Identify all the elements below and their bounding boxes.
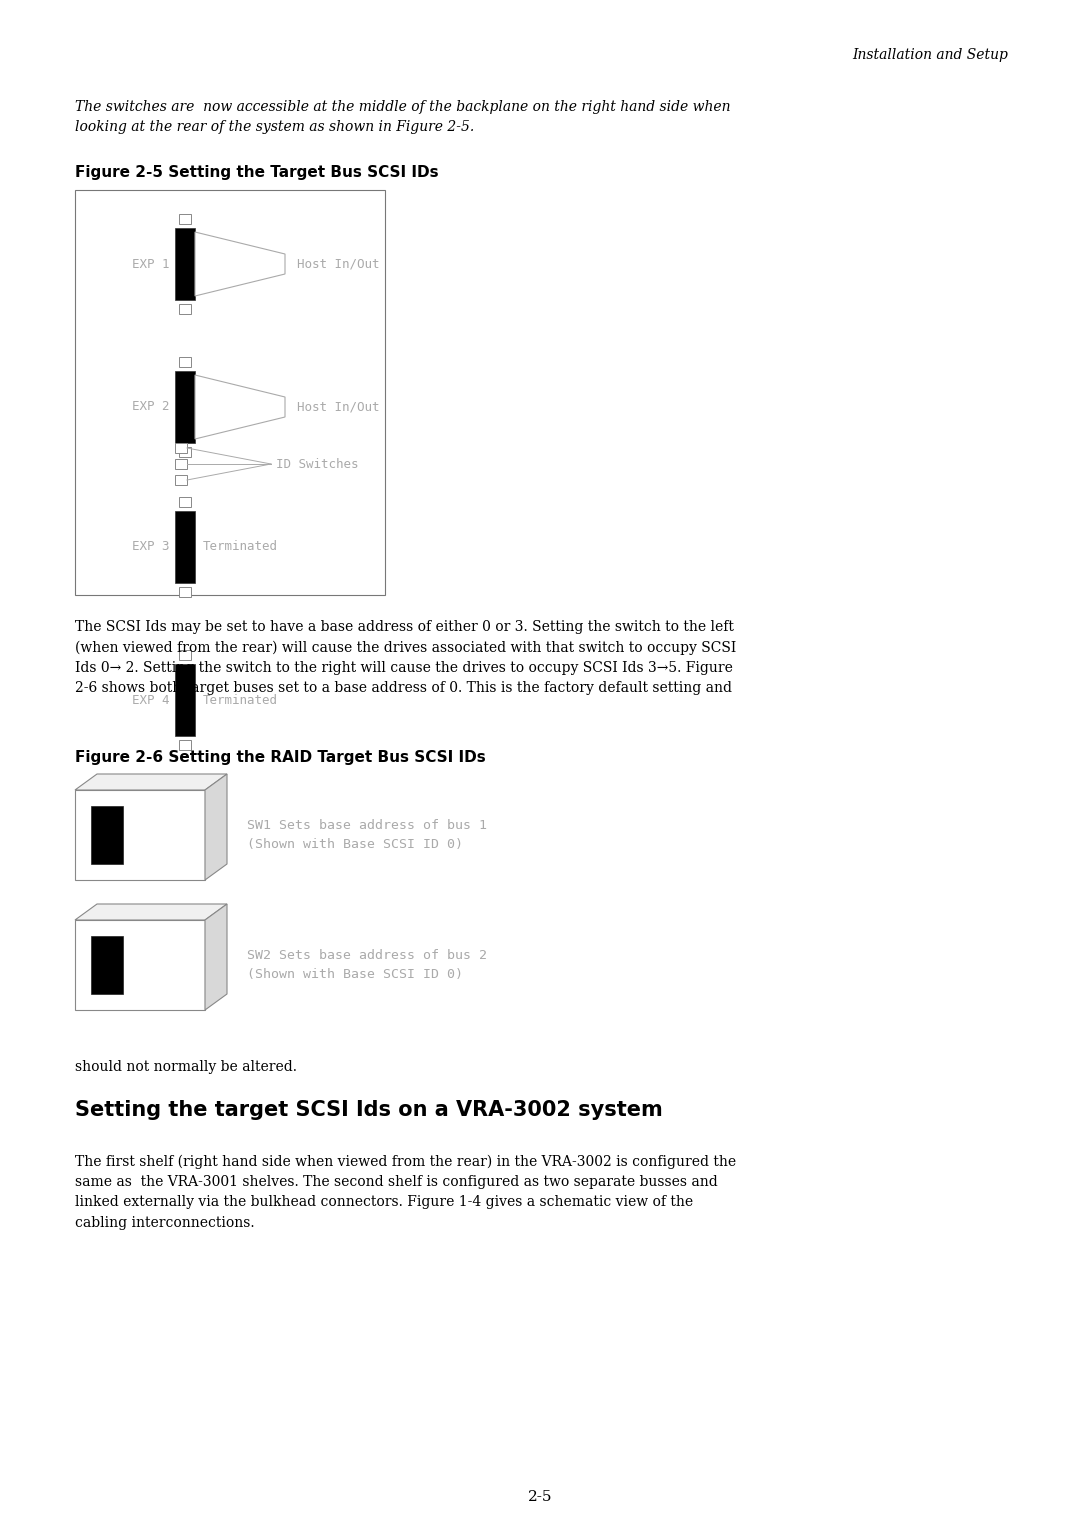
Text: ID Switches: ID Switches: [276, 457, 359, 471]
Text: The switches are  now accessible at the middle of the backplane on the right han: The switches are now accessible at the m…: [75, 99, 730, 135]
Bar: [75, 190, 384, 595]
Text: Terminated: Terminated: [203, 540, 278, 553]
Bar: [179, 356, 191, 367]
Bar: [75, 790, 205, 881]
Bar: [175, 511, 195, 583]
Text: 2-5: 2-5: [528, 1489, 552, 1505]
Text: should not normally be altered.: should not normally be altered.: [75, 1060, 297, 1073]
Bar: [179, 446, 191, 457]
Bar: [175, 476, 187, 485]
Bar: [75, 920, 205, 1011]
Polygon shape: [195, 232, 285, 297]
Polygon shape: [205, 774, 227, 881]
Text: EXP 4: EXP 4: [132, 694, 168, 706]
Polygon shape: [75, 774, 227, 790]
Bar: [175, 228, 195, 300]
Text: The first shelf (right hand side when viewed from the rear) in the VRA-3002 is c: The first shelf (right hand side when vi…: [75, 1154, 737, 1229]
Polygon shape: [205, 904, 227, 1011]
Text: EXP 2: EXP 2: [132, 401, 168, 413]
Bar: [175, 443, 187, 453]
Bar: [175, 372, 195, 443]
Text: Terminated: Terminated: [203, 694, 278, 706]
Bar: [175, 664, 195, 735]
Text: EXP 1: EXP 1: [132, 257, 168, 271]
Text: Host In/Out: Host In/Out: [297, 401, 379, 413]
Bar: [91, 936, 123, 994]
Text: Figure 2-5 Setting the Target Bus SCSI IDs: Figure 2-5 Setting the Target Bus SCSI I…: [75, 165, 438, 180]
Bar: [179, 587, 191, 596]
Polygon shape: [195, 375, 285, 439]
Bar: [179, 304, 191, 313]
Bar: [179, 497, 191, 508]
Bar: [179, 214, 191, 225]
Text: Host In/Out: Host In/Out: [297, 257, 379, 271]
Bar: [179, 740, 191, 751]
Text: SW1 Sets base address of bus 1
(Shown with Base SCSI ID 0): SW1 Sets base address of bus 1 (Shown wi…: [247, 820, 487, 852]
Text: The SCSI Ids may be set to have a base address of either 0 or 3. Setting the swi: The SCSI Ids may be set to have a base a…: [75, 619, 737, 694]
Polygon shape: [75, 904, 227, 920]
Text: Installation and Setup: Installation and Setup: [852, 47, 1008, 63]
Text: Setting the target SCSI Ids on a VRA-3002 system: Setting the target SCSI Ids on a VRA-300…: [75, 1099, 663, 1121]
Bar: [179, 650, 191, 661]
Text: Figure 2-6 Setting the RAID Target Bus SCSI IDs: Figure 2-6 Setting the RAID Target Bus S…: [75, 751, 486, 764]
Bar: [91, 806, 123, 864]
Bar: [175, 459, 187, 469]
Text: EXP 3: EXP 3: [132, 540, 168, 553]
Text: SW2 Sets base address of bus 2
(Shown with Base SCSI ID 0): SW2 Sets base address of bus 2 (Shown wi…: [247, 950, 487, 982]
